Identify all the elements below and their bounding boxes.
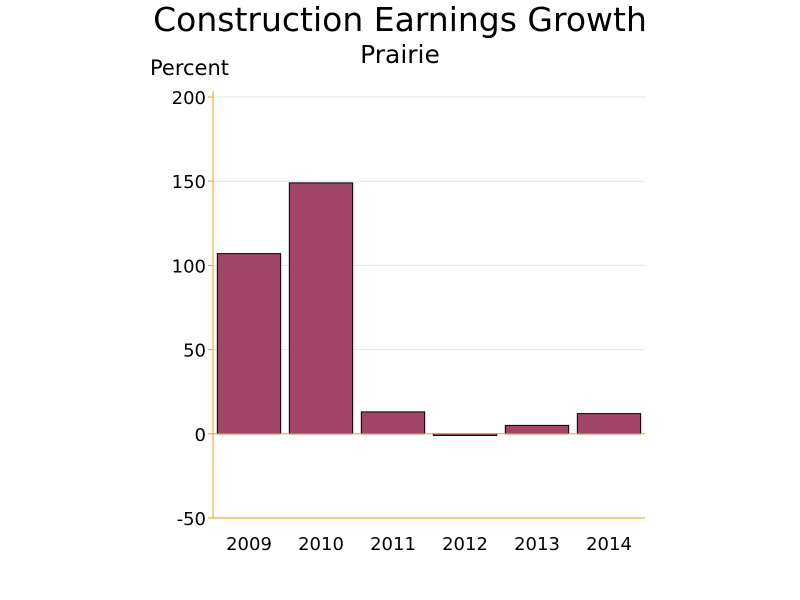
bar-2009 [216, 253, 282, 435]
bar-2011 [360, 411, 426, 435]
y-tick-label: 0 [195, 425, 206, 446]
bar-2013 [504, 424, 570, 435]
x-tick-label: 2012 [442, 534, 488, 555]
chart-title: Construction Earnings Growth [153, 0, 647, 39]
y-tick-label: 150 [172, 172, 206, 193]
y-axis-label: Percent [150, 56, 230, 80]
axes [208, 91, 645, 519]
x-tick-label: 2013 [514, 534, 560, 555]
gridlines [213, 96, 645, 351]
x-tick-labels: 2009 2010 2011 2012 2013 2014 [226, 534, 632, 555]
bar-2014 [576, 413, 642, 435]
chart-subtitle: Prairie [360, 40, 440, 69]
x-tick-label: 2011 [370, 534, 416, 555]
bar-2010 [288, 182, 354, 435]
x-tick-label: 2010 [298, 534, 344, 555]
x-tick-label: 2014 [586, 534, 632, 555]
x-tick-label: 2009 [226, 534, 272, 555]
y-tick-label: 200 [172, 88, 206, 109]
y-tick-labels: -50 0 50 100 150 200 [172, 88, 206, 530]
y-tick-label: 100 [172, 256, 206, 277]
bars [216, 182, 642, 436]
y-tick-label: 50 [183, 341, 206, 362]
y-tick-label: -50 [177, 509, 206, 530]
